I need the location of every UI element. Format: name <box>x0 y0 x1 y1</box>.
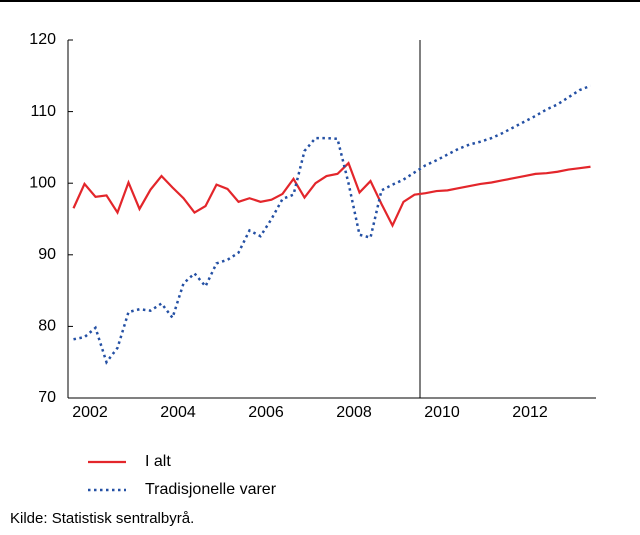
y-tick-label: 120 <box>29 31 56 48</box>
series-line <box>72 161 591 228</box>
y-tick-label: 70 <box>38 389 56 406</box>
y-tick-label: 100 <box>29 174 56 191</box>
x-tick-label: 2008 <box>336 404 372 421</box>
legend-label: I alt <box>145 453 171 470</box>
x-tick-label: 2010 <box>424 404 460 421</box>
x-tick-label: 2002 <box>72 404 108 421</box>
x-tick-label: 2006 <box>248 404 284 421</box>
top-border <box>0 0 640 2</box>
series-line <box>73 84 591 365</box>
x-tick-label: 2012 <box>512 404 548 421</box>
y-tick-label: 80 <box>38 318 56 335</box>
legend-label: Tradisjonelle varer <box>145 481 277 498</box>
y-tick-label: 90 <box>38 246 56 263</box>
y-tick-label: 110 <box>30 103 56 120</box>
x-tick-label: 2004 <box>160 404 196 421</box>
source: Kilde: Statistisk sentralbyrå. <box>10 510 194 527</box>
